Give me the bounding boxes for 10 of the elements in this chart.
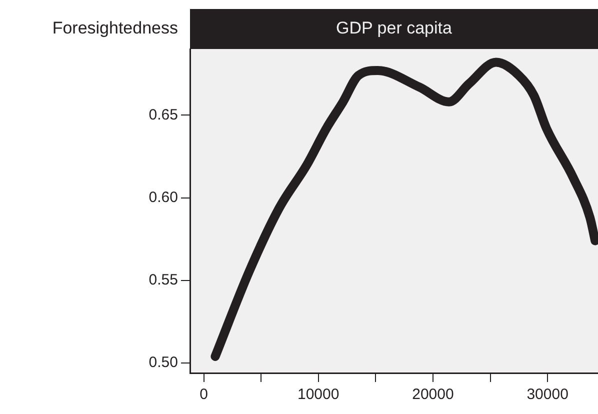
chart-title: GDP per capita xyxy=(336,18,452,38)
y-axis-title: Foresightedness xyxy=(52,18,178,38)
x-tick-label: 20000 xyxy=(412,386,454,404)
x-tick-label: 0 xyxy=(200,386,208,404)
y-tick-label: 0.60 xyxy=(148,188,178,206)
y-tick-label: 0.65 xyxy=(148,106,178,124)
x-tick-label: 10000 xyxy=(298,386,340,404)
x-tick-label: 30000 xyxy=(526,386,568,404)
y-tick-label: 0.50 xyxy=(148,354,178,372)
y-tick-label: 0.55 xyxy=(148,272,178,289)
